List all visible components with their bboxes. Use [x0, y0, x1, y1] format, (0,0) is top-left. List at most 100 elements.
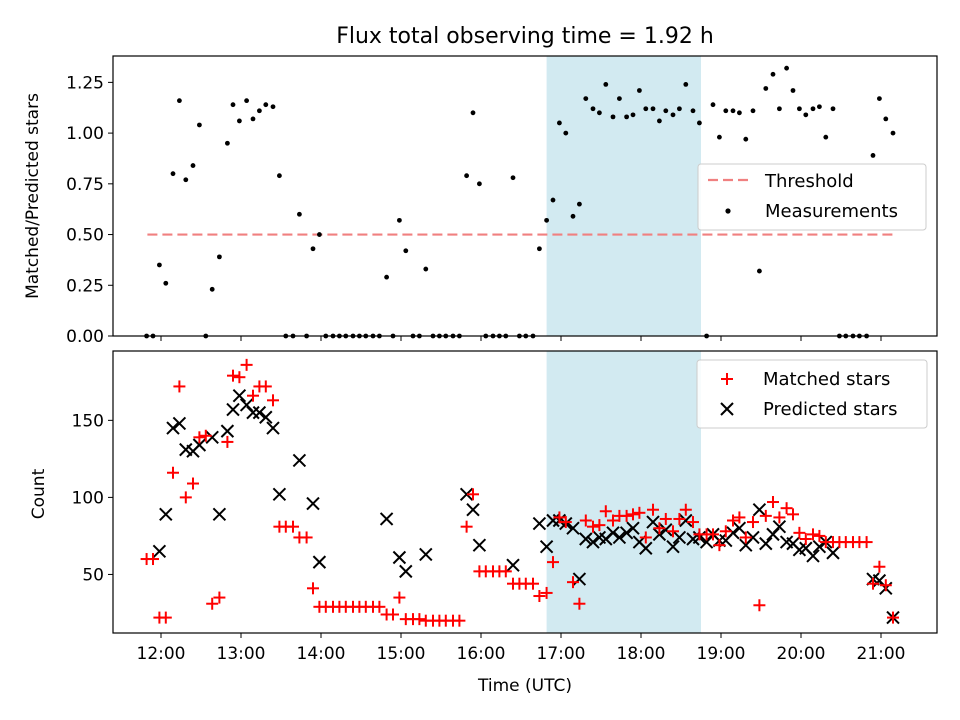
- matched-star-marker: [467, 488, 479, 501]
- measurement-point: [157, 262, 162, 268]
- matched-star-marker: [147, 553, 159, 566]
- predicted-star-marker: [759, 536, 773, 551]
- measurement-point: [557, 120, 562, 126]
- matched-star-marker: [559, 516, 572, 529]
- matched-star-marker: [773, 511, 786, 524]
- legend-matched-swatch: [721, 373, 733, 385]
- measurement-point: [470, 110, 476, 116]
- matched-star-marker: [373, 600, 386, 613]
- matched-star-marker: [259, 380, 272, 393]
- measurement-point: [257, 108, 262, 114]
- matched-star-marker: [553, 511, 566, 524]
- measurement-point: [170, 171, 176, 177]
- ratio-y-tick-label: 0.00: [66, 327, 104, 347]
- count-x-tick-label: 17:00: [537, 644, 586, 664]
- matched-star-marker: [221, 435, 234, 448]
- measurement-point: [477, 181, 482, 187]
- measurement-point: [423, 266, 429, 272]
- count-x-tick-label: 21:00: [857, 644, 906, 664]
- predicted-star-marker: [626, 521, 640, 535]
- measurement-point: [817, 104, 822, 110]
- predicted-star-marker: [659, 523, 673, 537]
- measurement-point: [277, 173, 282, 179]
- predicted-star-marker: [472, 538, 487, 552]
- matched-star-marker: [240, 358, 253, 371]
- predicted-star-marker: [826, 546, 840, 560]
- matched-star-marker: [460, 520, 473, 533]
- measurement-point: [250, 116, 256, 122]
- predicted-star-marker: [459, 487, 474, 502]
- matched-star-marker: [540, 586, 553, 599]
- ratio-legend-box: [697, 163, 927, 231]
- predicted-star-marker: [586, 535, 600, 549]
- measurement-point: [244, 98, 250, 104]
- predicted-star-marker: [166, 421, 180, 435]
- measurement-point: [297, 211, 302, 217]
- matched-star-marker: [573, 597, 586, 610]
- matched-star-marker: [767, 496, 779, 509]
- matched-star-markers: [140, 358, 899, 627]
- matched-star-marker: [199, 429, 212, 442]
- count-x-tick-label: 15:00: [377, 644, 426, 664]
- measurement-point: [710, 102, 716, 108]
- measurement-point: [403, 248, 409, 254]
- measurement-point: [464, 173, 469, 179]
- legend-matched-label: Matched stars: [763, 369, 890, 390]
- measurement-point: [624, 114, 629, 120]
- matched-star-marker: [300, 531, 313, 544]
- matched-star-marker: [733, 511, 746, 524]
- predicted-star-marker: [312, 555, 327, 569]
- matched-star-marker: [793, 526, 806, 539]
- measurement-point: [550, 197, 556, 203]
- count-x-tick-label: 13:00: [217, 644, 266, 664]
- matched-star-marker: [867, 577, 879, 590]
- ratio-y-tick-label: 1.25: [66, 73, 104, 93]
- matched-star-marker: [413, 613, 426, 626]
- count-frame: [112, 350, 938, 634]
- ratio-x-ticks: [160, 336, 882, 341]
- measurement-point: [317, 232, 322, 237]
- predicted-star-marker: [292, 453, 307, 468]
- measurement-point: [603, 82, 609, 87]
- predicted-star-marker: [392, 550, 407, 565]
- x-axis-label: Time (UTC): [477, 676, 572, 696]
- matched-star-marker: [267, 394, 279, 407]
- measurement-point: [217, 254, 222, 260]
- measurement-point: [750, 108, 756, 114]
- predicted-star-marker: [746, 530, 760, 545]
- count-highlight-span: [546, 351, 701, 633]
- measurement-point: [563, 130, 569, 136]
- predicted-star-marker: [246, 405, 260, 420]
- measurement-point: [784, 65, 789, 71]
- matched-star-marker: [287, 520, 299, 533]
- measurement-point: [883, 116, 889, 122]
- ratio-highlight-span: [546, 56, 701, 336]
- measurement-point: [677, 106, 682, 112]
- measurement-point: [590, 106, 596, 112]
- measurement-point: [877, 96, 882, 102]
- predicted-star-marker: [212, 507, 227, 522]
- measurement-point: [830, 106, 836, 112]
- measurement-point: [643, 106, 649, 112]
- ratio-y-tick-label: 0.50: [66, 226, 104, 246]
- measurement-point: [617, 96, 622, 102]
- measurement-point: [209, 286, 215, 292]
- predicted-star-marker: [612, 530, 627, 545]
- count-x-tick-label: 18:00: [617, 644, 666, 664]
- measurement-point: [657, 118, 662, 124]
- measurement-point: [630, 112, 636, 118]
- matched-star-marker: [780, 502, 793, 515]
- matched-star-marker: [653, 522, 666, 535]
- matched-star-marker: [233, 371, 246, 384]
- chart-title: Flux total observing time = 1.92 h: [336, 24, 714, 49]
- measurement-point: [197, 122, 202, 128]
- matched-star-marker: [593, 519, 606, 532]
- ratio-y-tick-label: 0.25: [66, 276, 104, 296]
- predicted-star-marker: [732, 521, 747, 535]
- predicted-star-marker: [506, 558, 520, 572]
- matched-star-marker: [599, 505, 612, 518]
- matched-star-marker: [213, 591, 226, 604]
- matched-star-marker: [307, 582, 319, 595]
